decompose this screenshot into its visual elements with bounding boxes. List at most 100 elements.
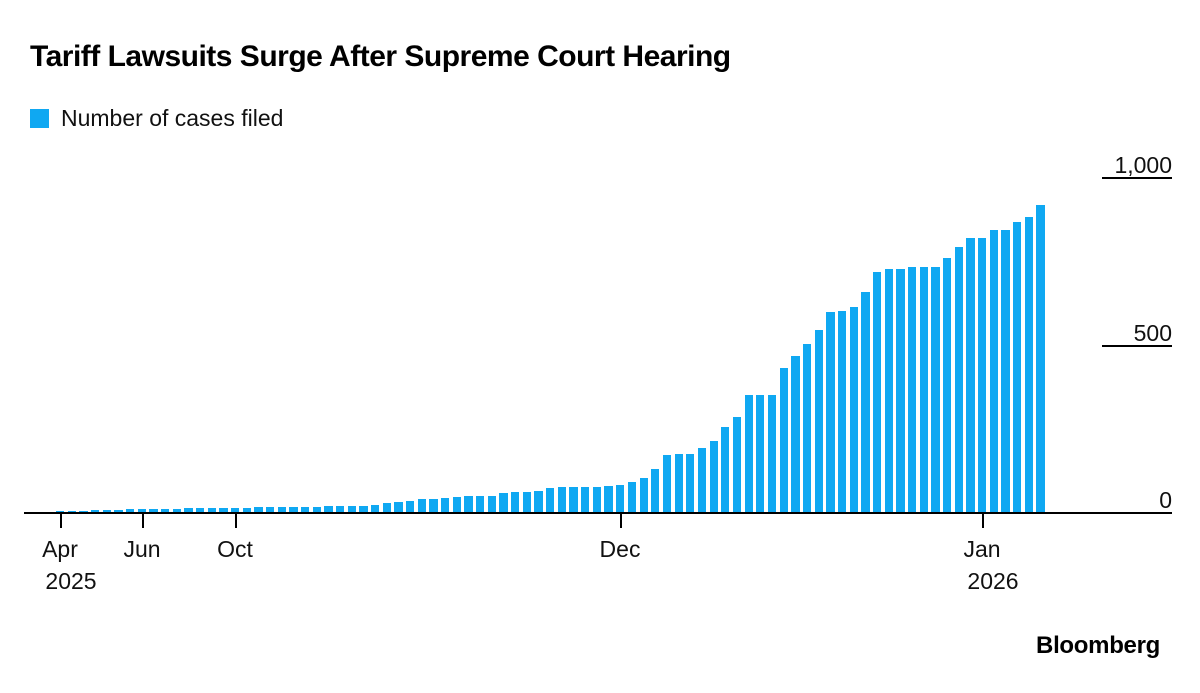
x-axis-tick bbox=[982, 514, 984, 528]
y-axis-label: 0 bbox=[1159, 487, 1172, 513]
x-axis-tick bbox=[60, 514, 62, 528]
legend-swatch-icon bbox=[30, 109, 49, 128]
bar bbox=[79, 511, 88, 512]
bar bbox=[849, 307, 858, 512]
x-axis-baseline bbox=[24, 512, 1172, 514]
bar bbox=[301, 507, 310, 512]
bar bbox=[231, 508, 240, 512]
bar bbox=[557, 487, 567, 512]
bar bbox=[837, 311, 847, 512]
bar bbox=[394, 502, 403, 512]
y-axis-label: 1,000 bbox=[1114, 152, 1172, 178]
bar bbox=[1036, 205, 1045, 512]
bar bbox=[942, 258, 952, 512]
bar bbox=[732, 417, 742, 512]
bar bbox=[429, 499, 438, 512]
x-axis-tick bbox=[142, 514, 144, 528]
bar bbox=[546, 488, 555, 512]
bar bbox=[662, 455, 672, 512]
bar bbox=[476, 496, 485, 512]
y-axis-tick bbox=[1102, 177, 1172, 179]
bar bbox=[791, 356, 800, 512]
bar bbox=[627, 482, 637, 512]
bar bbox=[604, 486, 613, 512]
bar bbox=[907, 267, 917, 512]
bar bbox=[452, 497, 462, 512]
legend-label: Number of cases filed bbox=[61, 105, 284, 131]
x-axis-tick bbox=[235, 514, 237, 528]
bar bbox=[522, 492, 532, 512]
bar bbox=[651, 469, 660, 512]
bar bbox=[324, 506, 333, 512]
bar bbox=[172, 509, 181, 512]
bar bbox=[534, 491, 543, 512]
bar bbox=[1024, 217, 1033, 512]
bar bbox=[744, 395, 753, 512]
bar bbox=[406, 501, 415, 512]
bar bbox=[417, 499, 427, 512]
bar bbox=[592, 487, 602, 512]
bar bbox=[966, 238, 975, 512]
bar bbox=[312, 507, 322, 512]
bar bbox=[219, 508, 228, 512]
bar bbox=[149, 509, 158, 512]
bar bbox=[56, 511, 65, 512]
bar bbox=[161, 509, 170, 512]
bloomberg-logo: Bloomberg bbox=[1036, 632, 1160, 659]
bar bbox=[814, 330, 823, 512]
bar bbox=[207, 508, 216, 512]
bar bbox=[382, 503, 392, 512]
bar bbox=[196, 508, 205, 512]
bar bbox=[371, 505, 380, 512]
bar bbox=[499, 493, 508, 512]
bar bbox=[487, 496, 497, 512]
bar bbox=[277, 507, 287, 512]
bar bbox=[919, 267, 928, 512]
bar bbox=[896, 269, 905, 512]
bar bbox=[569, 487, 578, 512]
bar bbox=[616, 485, 625, 512]
x-axis-label: Oct bbox=[217, 536, 253, 562]
bar bbox=[359, 506, 368, 512]
bar bbox=[884, 269, 893, 512]
bar bbox=[779, 368, 788, 512]
legend: Number of cases filed bbox=[30, 105, 283, 132]
x-axis-label: Jun bbox=[123, 536, 161, 562]
bar bbox=[581, 487, 590, 512]
bar bbox=[67, 511, 76, 512]
x-axis-year-label: 2025 bbox=[45, 568, 97, 594]
bar bbox=[266, 507, 275, 512]
bar bbox=[756, 395, 765, 512]
bar bbox=[242, 508, 252, 512]
bar bbox=[184, 508, 193, 512]
bar bbox=[254, 507, 263, 512]
bar bbox=[826, 312, 835, 512]
bar bbox=[802, 344, 812, 512]
bar bbox=[1001, 230, 1010, 512]
bar bbox=[954, 247, 963, 512]
chart-title: Tariff Lawsuits Surge After Supreme Cour… bbox=[30, 40, 731, 73]
x-axis-tick bbox=[620, 514, 622, 528]
x-axis-label: Dec bbox=[599, 536, 641, 562]
bar bbox=[767, 395, 777, 512]
bar bbox=[861, 292, 870, 512]
bar bbox=[1012, 222, 1022, 512]
bar bbox=[91, 510, 100, 512]
bar bbox=[336, 506, 345, 512]
bar bbox=[931, 267, 940, 512]
bar bbox=[347, 506, 357, 512]
x-axis-label: Apr bbox=[42, 536, 78, 562]
bar bbox=[977, 238, 987, 512]
bar bbox=[686, 454, 695, 512]
x-axis-year-label: 2026 bbox=[967, 568, 1019, 594]
bar bbox=[709, 441, 718, 512]
y-axis-tick bbox=[1102, 344, 1172, 347]
x-axis-label: Jan bbox=[963, 536, 1001, 562]
bar bbox=[441, 498, 450, 512]
bar bbox=[674, 454, 683, 512]
bar bbox=[102, 510, 111, 512]
bar bbox=[989, 230, 998, 512]
bar bbox=[126, 509, 135, 512]
bar bbox=[464, 496, 473, 512]
